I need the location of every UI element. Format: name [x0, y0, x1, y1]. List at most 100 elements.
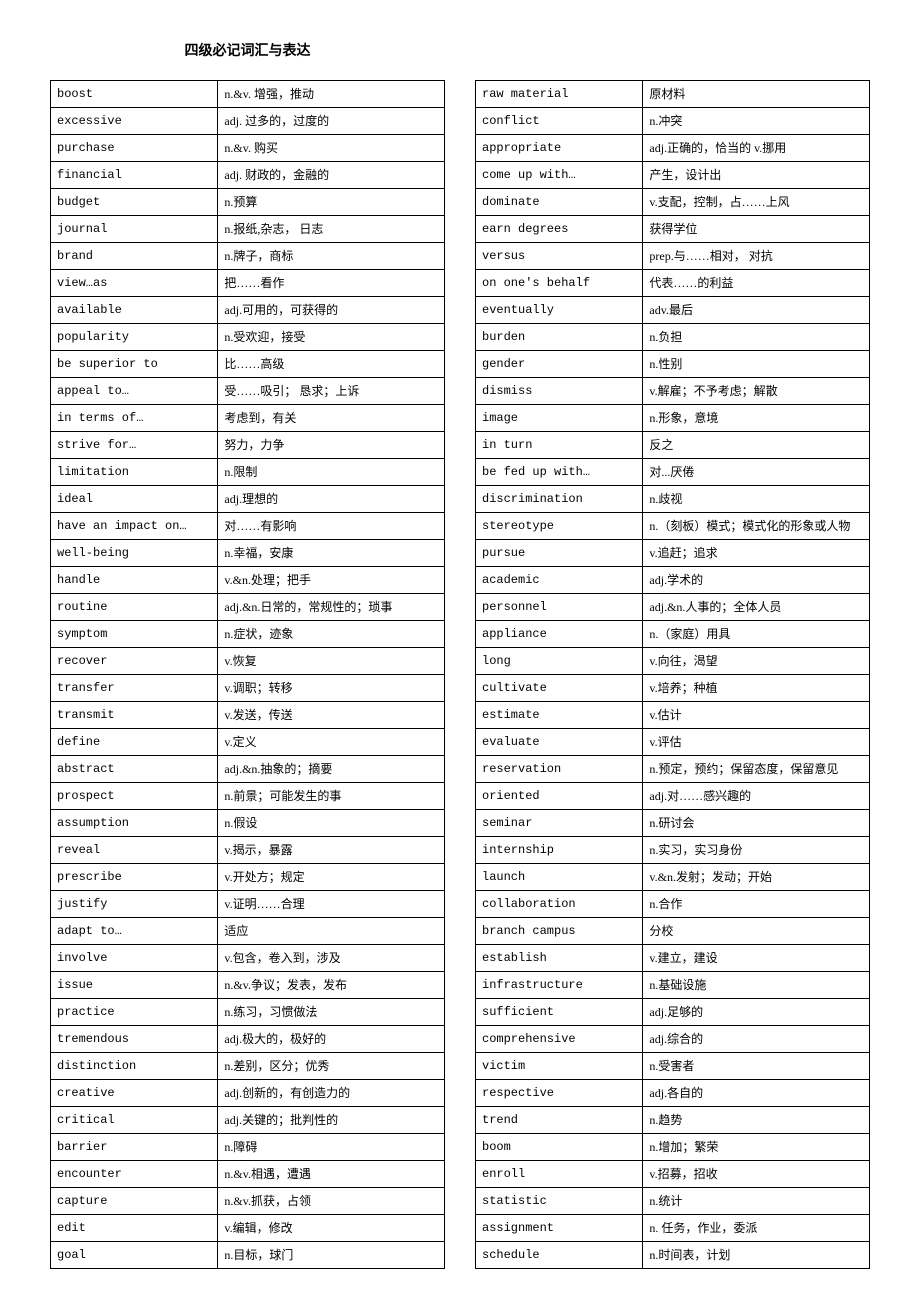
table-row: transferv.调职；转移: [51, 675, 445, 702]
table-row: view…as把……看作: [51, 270, 445, 297]
vocab-term: tremendous: [51, 1026, 218, 1053]
table-row: limitationn.限制: [51, 459, 445, 486]
vocab-term: statistic: [476, 1188, 643, 1215]
vocab-term: earn degrees: [476, 216, 643, 243]
vocab-term: boom: [476, 1134, 643, 1161]
table-row: barriern.障碍: [51, 1134, 445, 1161]
vocab-term: financial: [51, 162, 218, 189]
vocab-term: appeal to…: [51, 378, 218, 405]
vocab-table-right: raw material原材料conflictn.冲突appropriatead…: [475, 80, 870, 1269]
vocab-definition: n.障碍: [218, 1134, 445, 1161]
table-row: victimn.受害者: [476, 1053, 870, 1080]
vocab-term: schedule: [476, 1242, 643, 1269]
vocab-term: in terms of…: [51, 405, 218, 432]
vocab-term: internship: [476, 837, 643, 864]
table-row: definev.定义: [51, 729, 445, 756]
table-row: strive for…努力，力争: [51, 432, 445, 459]
table-row: branch campus分校: [476, 918, 870, 945]
vocab-definition: n.负担: [643, 324, 870, 351]
vocab-term: prescribe: [51, 864, 218, 891]
vocab-definition: n.合作: [643, 891, 870, 918]
vocab-definition: v.追赶；追求: [643, 540, 870, 567]
vocab-term: seminar: [476, 810, 643, 837]
table-row: recoverv.恢复: [51, 648, 445, 675]
vocab-definition: v.编辑，修改: [218, 1215, 445, 1242]
table-row: in terms of…考虑到，有关: [51, 405, 445, 432]
table-row: goaln.目标，球门: [51, 1242, 445, 1269]
table-row: dominatev.支配，控制，占……上风: [476, 189, 870, 216]
vocab-definition: n.冲突: [643, 108, 870, 135]
vocab-definition: v.发送，传送: [218, 702, 445, 729]
vocab-definition: n.限制: [218, 459, 445, 486]
table-row: assignmentn. 任务，作业，委派: [476, 1215, 870, 1242]
left-column: boostn.&v. 增强，推动excessiveadj. 过多的，过度的pur…: [50, 80, 445, 1269]
vocab-definition: 原材料: [643, 81, 870, 108]
table-row: budgetn.预算: [51, 189, 445, 216]
table-row: collaborationn.合作: [476, 891, 870, 918]
table-row: have an impact on…对……有影响: [51, 513, 445, 540]
table-row: criticaladj.关键的；批判性的: [51, 1107, 445, 1134]
vocab-definition: n.幸福，安康: [218, 540, 445, 567]
table-row: availableadj.可用的，可获得的: [51, 297, 445, 324]
table-row: longv.向往，渴望: [476, 648, 870, 675]
vocab-definition: n.&v.争议；发表，发布: [218, 972, 445, 999]
vocab-definition: 受……吸引； 恳求；上诉: [218, 378, 445, 405]
vocab-definition: v.恢复: [218, 648, 445, 675]
vocab-term: appliance: [476, 621, 643, 648]
vocab-term: come up with…: [476, 162, 643, 189]
vocab-term: barrier: [51, 1134, 218, 1161]
vocab-definition: adj.&n.人事的；全体人员: [643, 594, 870, 621]
vocab-definition: n.（家庭）用具: [643, 621, 870, 648]
vocab-term: ideal: [51, 486, 218, 513]
table-row: revealv.揭示，暴露: [51, 837, 445, 864]
vocab-term: brand: [51, 243, 218, 270]
vocab-definition: adj.创新的，有创造力的: [218, 1080, 445, 1107]
table-row: internshipn.实习，实习身份: [476, 837, 870, 864]
vocab-term: distinction: [51, 1053, 218, 1080]
vocab-term: reservation: [476, 756, 643, 783]
vocab-term: infrastructure: [476, 972, 643, 999]
vocab-term: capture: [51, 1188, 218, 1215]
vocab-term: oriented: [476, 783, 643, 810]
table-row: routineadj.&n.日常的，常规性的；琐事: [51, 594, 445, 621]
vocab-definition: adj.足够的: [643, 999, 870, 1026]
vocab-definition: n.练习，习惯做法: [218, 999, 445, 1026]
vocab-definition: v.证明……合理: [218, 891, 445, 918]
vocab-term: cultivate: [476, 675, 643, 702]
vocab-term: issue: [51, 972, 218, 999]
vocab-definition: n.症状，迹象: [218, 621, 445, 648]
vocab-definition: v.招募，招收: [643, 1161, 870, 1188]
table-row: journaln.报纸,杂志， 日志: [51, 216, 445, 243]
vocab-term: boost: [51, 81, 218, 108]
vocab-definition: adj.可用的，可获得的: [218, 297, 445, 324]
vocab-definition: n.实习，实习身份: [643, 837, 870, 864]
table-row: reservationn.预定，预约；保留态度，保留意见: [476, 756, 870, 783]
vocab-term: limitation: [51, 459, 218, 486]
vocab-definition: adj. 财政的，金融的: [218, 162, 445, 189]
table-row: gendern.性别: [476, 351, 870, 378]
vocab-term: prospect: [51, 783, 218, 810]
table-row: enrollv.招募，招收: [476, 1161, 870, 1188]
vocab-term: long: [476, 648, 643, 675]
vocab-definition: adj.&n.日常的，常规性的；琐事: [218, 594, 445, 621]
vocab-term: available: [51, 297, 218, 324]
vocab-term: establish: [476, 945, 643, 972]
table-row: excessiveadj. 过多的，过度的: [51, 108, 445, 135]
vocab-definition: 比……高级: [218, 351, 445, 378]
table-row: discriminationn.歧视: [476, 486, 870, 513]
vocab-term: on one's behalf: [476, 270, 643, 297]
table-row: launchv.&n.发射；发动；开始: [476, 864, 870, 891]
vocab-definition: n.&v.相遇，遭遇: [218, 1161, 445, 1188]
vocab-definition: v.定义: [218, 729, 445, 756]
table-row: comprehensiveadj.综合的: [476, 1026, 870, 1053]
table-row: statisticn.统计: [476, 1188, 870, 1215]
vocab-term: respective: [476, 1080, 643, 1107]
table-row: adapt to…适应: [51, 918, 445, 945]
vocab-term: abstract: [51, 756, 218, 783]
vocab-definition: n.歧视: [643, 486, 870, 513]
table-row: boomn.增加；繁荣: [476, 1134, 870, 1161]
vocab-term: justify: [51, 891, 218, 918]
vocab-definition: v.&n.发射；发动；开始: [643, 864, 870, 891]
vocab-term: recover: [51, 648, 218, 675]
vocab-definition: v.调职；转移: [218, 675, 445, 702]
